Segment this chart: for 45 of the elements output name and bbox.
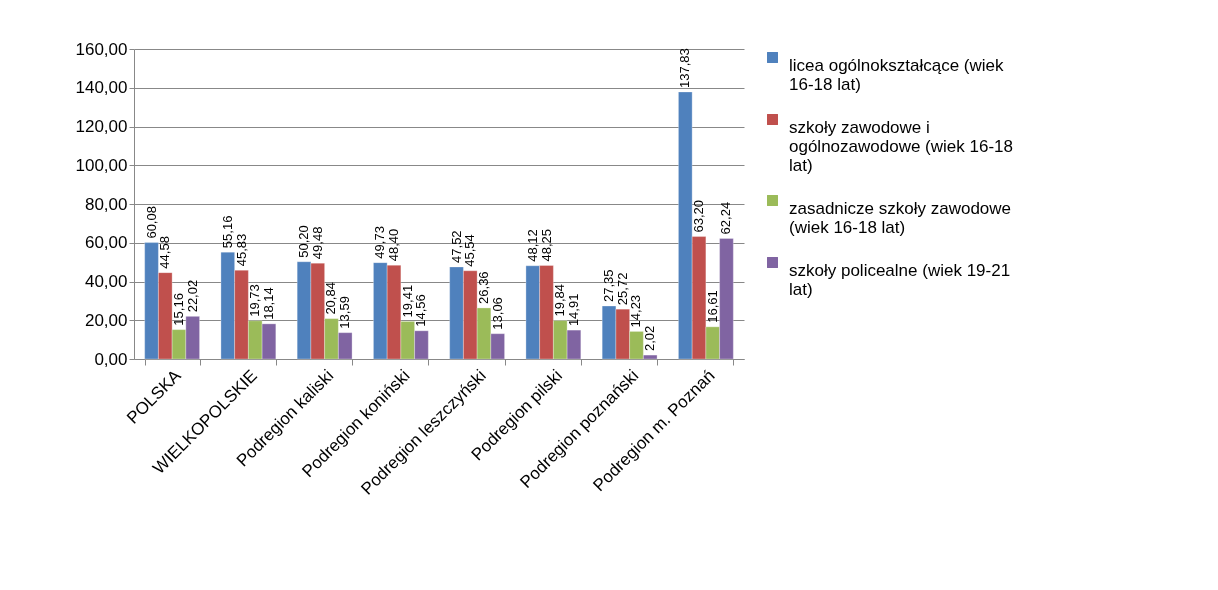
data-label: 14,91 [565, 293, 581, 327]
data-label: 18,14 [260, 287, 276, 320]
data-label: 50,20 [296, 225, 312, 258]
data-label: 48,40 [386, 228, 402, 262]
data-label: 13,06 [489, 297, 505, 330]
data-label: 48,12 [524, 229, 540, 262]
data-label: 137,83 [677, 48, 693, 88]
legend-label: licea ogólnokształcące (wiek 16-18 lat) [789, 55, 1004, 94]
y-tick-label: 0,00 [94, 349, 128, 369]
data-label: 47,52 [448, 230, 464, 263]
data-label: 27,35 [601, 269, 617, 303]
legend-label: zasadnicze szkoły zawodowe (wiek 16-18 lat) [789, 198, 1012, 237]
data-label: 60,08 [143, 206, 159, 239]
data-label: 2,02 [642, 325, 658, 352]
data-label: 19,84 [552, 284, 568, 317]
data-label: 13,59 [337, 296, 353, 329]
data-label: 25,72 [614, 272, 630, 306]
data-label: 26,36 [475, 271, 491, 304]
data-label: 22,02 [184, 279, 200, 313]
y-tick-label: 60,00 [84, 233, 128, 253]
y-tick-label: 80,00 [84, 194, 128, 214]
y-tick-label: 100,00 [75, 155, 128, 175]
data-label: 49,73 [372, 226, 388, 259]
data-label: 14,23 [628, 294, 644, 328]
data-label: 63,20 [691, 200, 707, 233]
y-tick-label: 120,00 [75, 117, 128, 136]
y-tick-label: 140,00 [75, 78, 128, 98]
data-label: 49,48 [309, 226, 325, 260]
legend-label: szkoły zawodowe i ogólnozawodowe (wiek 16-18 lat) [789, 117, 1013, 175]
legend-label: szkoły policealne (wiek 19-21 lat) [789, 260, 1011, 299]
data-label: 62,24 [718, 201, 734, 235]
data-label: 15,16 [170, 293, 186, 326]
data-label: 45,83 [233, 233, 249, 267]
data-label: 20,84 [323, 282, 339, 315]
data-label: 44,58 [157, 236, 173, 269]
y-tick-label: 40,00 [84, 272, 128, 291]
data-label: 48,25 [538, 228, 554, 262]
data-label: 19,73 [247, 284, 263, 317]
y-tick-label: 20,00 [84, 310, 128, 330]
data-label: 14,56 [413, 294, 429, 327]
y-tick-label: 160,00 [75, 39, 128, 59]
data-label: 45,54 [462, 234, 478, 267]
data-label: 19,41 [399, 284, 415, 318]
data-label: 16,61 [704, 290, 720, 323]
data-label: 55,16 [219, 215, 235, 249]
